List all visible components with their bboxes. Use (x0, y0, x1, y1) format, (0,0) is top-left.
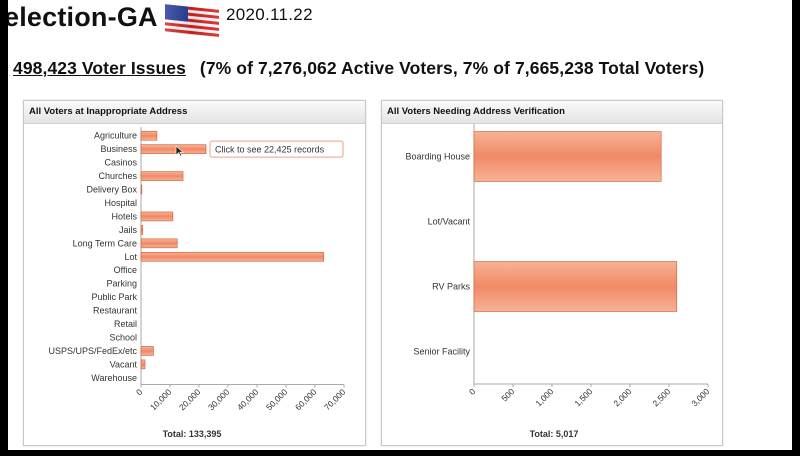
category-label-jails: Jails (119, 225, 138, 235)
panel-title: All Voters Needing Address Verification (382, 101, 722, 124)
us-flag-icon (165, 4, 219, 38)
x-tick-label: 1,000 (533, 386, 555, 408)
x-tick-label: 0 (467, 386, 478, 397)
category-label-school: School (109, 332, 137, 342)
x-tick-label: 60,000 (293, 387, 319, 413)
report-date: 2020.11.22 (226, 5, 313, 24)
bar-hotels[interactable] (140, 211, 174, 222)
x-tick-label: 40,000 (235, 387, 261, 413)
mouse-cursor-icon (175, 145, 184, 157)
bar-lot[interactable] (140, 251, 324, 262)
chart-total: Total: 133,395 (163, 429, 222, 439)
bar-business[interactable] (140, 144, 207, 154)
summary-line: 498,423 Voter Issues (7% of 7,276,062 Act… (13, 58, 704, 79)
bar-churches[interactable] (140, 171, 184, 181)
category-label-long-term-care: Long Term Care (73, 238, 137, 248)
inappropriate-address-chart: Agriculture Business Casinos Churches Delive… (48, 127, 348, 439)
category-label-hotels: Hotels (111, 211, 137, 221)
category-label-rv-parks: RV Parks (432, 282, 470, 292)
inappropriate-address-panel: All Voters at Inappropriate Address Agri… (23, 100, 366, 446)
category-label-churches: Churches (98, 171, 137, 181)
voter-issues-link[interactable]: 498,423 Voter Issues (13, 58, 186, 78)
bar-vacant[interactable] (140, 359, 146, 370)
category-label-usps-ups-fedex-etc: USPS/UPS/FedEx/etc (48, 346, 137, 356)
x-tick-label: 2,500 (650, 386, 672, 408)
x-tick-label: 30,000 (206, 387, 232, 413)
x-tick-label: 10,000 (148, 387, 174, 413)
x-tick-label: 3,000 (689, 386, 711, 408)
bar-long-term-care[interactable] (140, 238, 178, 249)
category-label-hospital: Hospital (104, 198, 137, 208)
x-tick-label: 20,000 (177, 387, 203, 413)
category-label-delivery-box: Delivery Box (86, 185, 137, 195)
category-label-casinos: Casinos (104, 158, 137, 168)
x-tick-label: 500 (499, 386, 516, 403)
category-label-warehouse: Warehouse (91, 373, 137, 383)
chart-total: Total: 5,017 (530, 429, 579, 439)
category-label-vacant: Vacant (110, 359, 138, 369)
panel-title: All Voters at Inappropriate Address (24, 101, 365, 124)
address-verification-chart: Boarding House Lot/Vacant RV Parks Senior F… (405, 124, 712, 439)
screen: election-GA 2020.11.22 498,423 Voter Iss… (8, 0, 792, 450)
bar-delivery-box[interactable] (140, 184, 143, 195)
x-tick-label: 0 (134, 387, 145, 398)
bar-usps-ups-fedex-etc[interactable] (140, 346, 154, 356)
category-label-lot: Lot (124, 252, 137, 262)
category-label-office: Office (114, 265, 137, 275)
bar-boarding-house[interactable] (473, 131, 662, 182)
category-label-senior-facility: Senior Facility (413, 347, 470, 357)
bar-jails[interactable] (140, 225, 144, 235)
bar-tooltip: Click to see 22,425 records (209, 140, 344, 158)
x-tick-label: 50,000 (264, 387, 290, 413)
category-label-business: Business (100, 144, 137, 154)
category-label-parking: Parking (106, 279, 137, 289)
address-verification-panel: All Voters Needing Address Verification … (381, 100, 723, 446)
category-label-agriculture: Agriculture (94, 131, 137, 141)
category-label-retail: Retail (114, 319, 137, 329)
category-label-public-park: Public Park (91, 292, 137, 302)
bar-rv-parks[interactable] (473, 261, 678, 312)
x-tick-label: 70,000 (322, 387, 348, 413)
summary-detail: (7% of 7,276,062 Active Voters, 7% of 7,… (199, 58, 705, 78)
x-tick-label: 1,500 (572, 386, 594, 408)
category-label-boarding-house: Boarding House (405, 152, 470, 162)
x-tick-label: 2,000 (611, 386, 633, 408)
page-title: election-GA (8, 2, 158, 32)
category-label-lot-vacant: Lot/Vacant (428, 217, 471, 227)
tooltip-text: Click to see 22,425 records (215, 145, 325, 155)
category-label-restaurant: Restaurant (93, 306, 138, 316)
bar-agriculture[interactable] (140, 130, 158, 141)
